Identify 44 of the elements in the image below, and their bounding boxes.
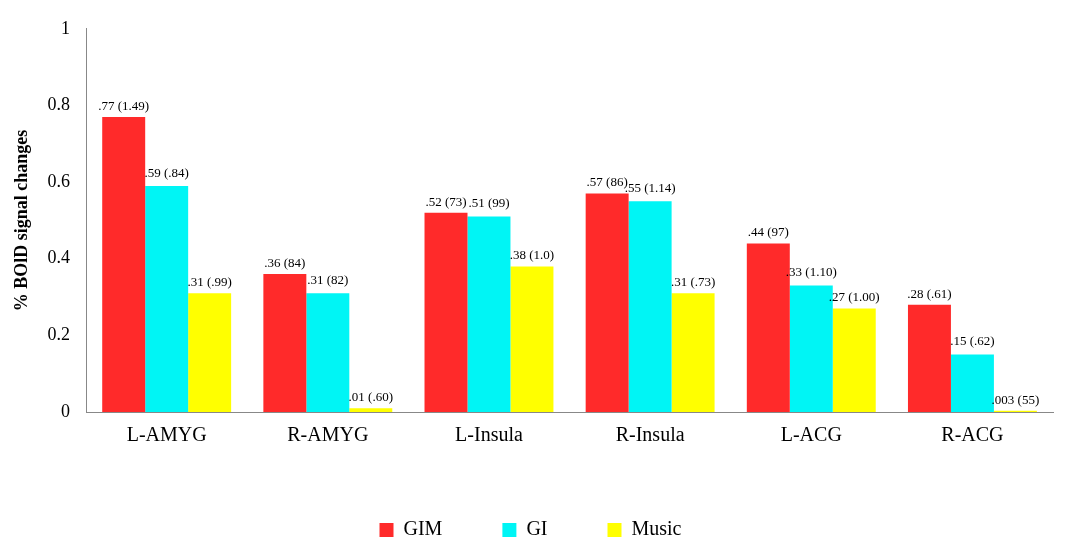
- x-tick-label: L-AMYG: [126, 423, 207, 446]
- legend-label: Music: [631, 517, 682, 540]
- x-tick-label: L-Insula: [455, 423, 523, 446]
- bar: [263, 274, 307, 412]
- x-tick-label: R-AMYG: [287, 423, 369, 446]
- x-tick-label: L-ACG: [780, 423, 842, 446]
- data-label: .31 (.99): [187, 274, 232, 290]
- bar: [950, 354, 994, 412]
- y-tick-label: 0.4: [47, 247, 71, 268]
- bar: [510, 266, 554, 412]
- bar: [145, 185, 189, 412]
- bar: [102, 116, 146, 412]
- data-label: .44 (97): [747, 224, 789, 240]
- legend-label: GI: [526, 517, 548, 540]
- bar: [585, 193, 629, 412]
- data-label: .28 (.61): [907, 285, 952, 301]
- bar: [188, 293, 232, 412]
- bar: [306, 293, 350, 412]
- bar: [467, 216, 511, 412]
- y-tick-label: 0.2: [47, 324, 71, 345]
- data-label: .31 (.73): [670, 274, 716, 290]
- y-tick-label: 0.8: [47, 94, 71, 115]
- y-tick-label: 0.6: [47, 170, 71, 191]
- data-label: .59 (.84): [144, 164, 189, 180]
- data-label: .38 (1.0): [509, 247, 555, 263]
- data-label: .01 (.60): [348, 389, 394, 405]
- x-tick-label: R-ACG: [941, 423, 1004, 446]
- y-axis-title: % BOlD signal changes: [11, 129, 32, 312]
- bar: [832, 308, 876, 412]
- data-label: .31 (82): [307, 272, 349, 288]
- data-label: .15 (.62): [950, 333, 995, 349]
- data-label: .51 (99): [468, 195, 510, 211]
- bar: [628, 201, 672, 412]
- y-tick-label: 1: [61, 17, 71, 38]
- data-label: .52 (73): [425, 193, 467, 209]
- data-label: .77 (1.49): [98, 97, 150, 113]
- x-tick-label: R-Insula: [615, 423, 685, 446]
- bar: [424, 212, 468, 412]
- y-tick-label: 0: [61, 400, 71, 421]
- bar: [671, 293, 715, 412]
- data-label: .36 (84): [264, 254, 306, 270]
- bar: [907, 304, 951, 412]
- bar: [349, 408, 393, 412]
- legend-label: GIM: [403, 517, 443, 540]
